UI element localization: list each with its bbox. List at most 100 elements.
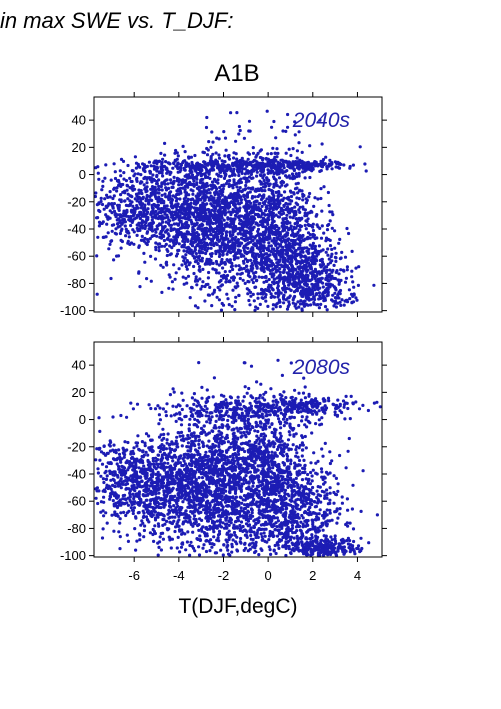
scatter-point	[339, 303, 343, 307]
scatter-point	[294, 262, 299, 266]
scatter-point	[94, 458, 98, 462]
scatter-point	[174, 148, 178, 153]
scatter-point	[148, 177, 153, 182]
scatter-point	[144, 190, 148, 194]
scatter-point	[105, 521, 109, 525]
scatter-point	[126, 163, 130, 168]
scatter-point	[218, 219, 222, 223]
scatter-point	[221, 250, 225, 254]
scatter-point	[117, 530, 121, 534]
scatter-point	[177, 267, 181, 271]
scatter-point	[175, 435, 179, 439]
scatter-point	[186, 223, 190, 228]
scatter-point	[112, 258, 116, 262]
scatter-point	[286, 162, 290, 166]
scatter-point	[231, 208, 235, 212]
scatter-point	[227, 260, 231, 264]
scatter-point	[326, 190, 330, 195]
scatter-point	[126, 204, 130, 208]
scatter-point	[261, 223, 265, 227]
scatter-point	[260, 170, 264, 174]
scatter-point	[215, 224, 220, 228]
scatter-point	[96, 501, 100, 506]
scatter-point	[227, 157, 232, 161]
scatter-point	[141, 197, 145, 201]
scatter-point	[244, 231, 248, 235]
scatter-point	[187, 215, 191, 219]
scatter-point	[322, 268, 326, 272]
scatter-point	[197, 254, 202, 258]
scatter-point	[246, 273, 250, 277]
scatter-point	[249, 258, 253, 262]
scatter-point	[242, 193, 246, 197]
scatter-point	[259, 232, 263, 236]
scatter-point	[139, 523, 143, 527]
scatter-point	[246, 203, 250, 207]
scatter-point	[159, 207, 163, 211]
scatter-point	[247, 119, 252, 123]
scatter-point	[295, 156, 299, 160]
scatter-point	[236, 202, 241, 206]
scatter-point	[290, 228, 294, 233]
scatter-point	[324, 277, 328, 281]
scatter-point	[113, 512, 117, 517]
scatter-point	[171, 213, 175, 217]
scatter-point	[204, 251, 208, 256]
scatter-point	[94, 496, 98, 500]
scatter-point	[164, 220, 168, 224]
scatter-point	[263, 185, 267, 189]
scatter-point	[140, 225, 144, 229]
scatter-point	[203, 217, 207, 221]
scatter-point	[259, 253, 263, 258]
scatter-point	[331, 268, 335, 272]
scatter-point	[197, 165, 201, 169]
scatter-point	[287, 241, 291, 245]
scatter-point	[269, 152, 273, 156]
scatter-point	[275, 206, 280, 210]
scatter-point	[103, 471, 107, 475]
scatter-point	[348, 164, 352, 169]
scatter-point	[133, 471, 137, 476]
scatter-point	[213, 199, 217, 203]
scatter-point	[159, 184, 163, 189]
scatter-point	[163, 192, 167, 196]
scatter-point	[284, 217, 288, 221]
scatter-point	[311, 286, 315, 290]
scatter-point	[135, 177, 139, 182]
scatter-point	[109, 276, 113, 281]
scatter-point	[297, 228, 301, 232]
scatter-point	[235, 281, 239, 285]
scatter-point	[205, 146, 209, 151]
scatter-point	[124, 234, 128, 238]
scatter-point	[272, 171, 277, 175]
scatter-point	[177, 242, 181, 246]
scatter-point	[214, 151, 218, 155]
scatter-point	[206, 293, 210, 297]
scatter-point	[277, 176, 282, 180]
scatter-point	[192, 264, 196, 269]
scatter-point	[101, 184, 105, 188]
scatter-point	[111, 457, 116, 461]
scatter-point	[288, 221, 292, 225]
scatter-point	[146, 453, 150, 457]
scatter-point	[205, 220, 209, 224]
scatter-point	[280, 240, 284, 244]
scatter-point	[146, 207, 150, 211]
scatter-point	[137, 195, 141, 199]
scatter-point	[97, 202, 101, 206]
scatter-point	[171, 240, 176, 245]
scatter-point	[100, 188, 104, 192]
scatter-point	[267, 195, 271, 199]
scatter-point	[191, 234, 195, 238]
scatter-point	[223, 164, 227, 168]
scatter-point	[159, 151, 163, 155]
scatter-point	[173, 195, 177, 199]
scatter-point	[123, 189, 127, 193]
scatter-point	[274, 213, 278, 217]
scatter-point	[117, 452, 122, 456]
scatter-point	[269, 171, 273, 175]
scatter-point	[277, 215, 281, 219]
scatter-point	[179, 208, 183, 212]
scatter-point	[106, 231, 110, 235]
scatter-point	[134, 515, 138, 519]
